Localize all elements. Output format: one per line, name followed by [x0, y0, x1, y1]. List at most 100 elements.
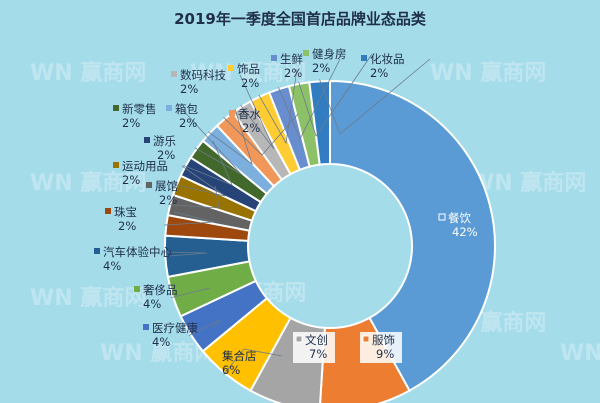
leader-line — [223, 348, 283, 375]
legend-swatch — [361, 55, 367, 61]
slice-label: 服饰9% — [360, 332, 402, 363]
slice-percent: 2% — [241, 76, 259, 90]
slice-name: 箱包 — [175, 102, 198, 116]
slice-percent: 9% — [376, 347, 394, 361]
chart-title: 2019年一季度全国首店品牌业态品类 — [174, 10, 427, 28]
watermark: WN 赢商网 — [30, 170, 146, 196]
slice-name: 奢侈品 — [143, 283, 178, 297]
slice-percent: 2% — [284, 66, 302, 80]
leader-line — [164, 211, 215, 226]
leader-line — [162, 251, 208, 257]
slice-percent: 2% — [180, 82, 198, 96]
watermark: WN 赢商网 — [30, 60, 146, 86]
label-layer: 餐饮42%服饰9%文创7%集合店6%医疗健康4%奢侈品4%汽车体验中心4%珠宝2… — [94, 47, 478, 377]
leader-line — [168, 185, 220, 209]
slice-percent: 4% — [152, 335, 170, 349]
slice-name: 香水 — [238, 107, 261, 121]
slice-percent: 2% — [312, 61, 330, 75]
slice-1 — [329, 79, 496, 392]
slice-label: 珠宝2% — [105, 205, 137, 233]
legend-swatch — [143, 324, 149, 330]
legend-swatch — [113, 105, 119, 111]
slice-label: 游乐2% — [144, 134, 176, 162]
slice-label: 香水2% — [229, 107, 261, 135]
leader-line — [174, 165, 226, 197]
leader-line — [298, 53, 373, 137]
legend-swatch — [105, 208, 111, 214]
legend-swatch — [144, 137, 150, 143]
slice-name: 新零售 — [122, 102, 157, 116]
legend-swatch — [362, 335, 370, 343]
slice-name: 数码科技 — [180, 68, 226, 82]
leader-line — [181, 108, 242, 175]
slice-name: 服饰 — [372, 333, 395, 347]
leader-line — [258, 68, 298, 145]
slice-percent: 2% — [242, 121, 260, 135]
slice-name: 文创 — [305, 333, 328, 347]
leader-line — [171, 287, 211, 298]
slice-percent: 2% — [157, 148, 175, 162]
slice-layer — [164, 79, 496, 403]
slice-name: 游乐 — [153, 134, 176, 148]
slice-name: 化妆品 — [370, 52, 405, 66]
slice-name: 珠宝 — [114, 205, 137, 219]
legend-swatch — [438, 213, 446, 221]
slice-name: 集合店 — [222, 349, 257, 363]
legend-swatch — [271, 55, 277, 61]
watermark: WN 赢商网 — [430, 60, 546, 86]
slice-name: 健身房 — [312, 47, 347, 61]
watermark: WN 赢商网 — [190, 60, 306, 86]
leader-line — [188, 319, 221, 336]
slice-percent: 2% — [370, 66, 388, 80]
slice-name: 汽车体验中心 — [103, 245, 172, 259]
slice-percent: 6% — [222, 363, 240, 377]
watermark: WN 赢商网 — [470, 170, 586, 196]
slice-percent: 4% — [103, 259, 121, 273]
slice-percent: 2% — [122, 116, 140, 130]
watermark: WN 赢商网 — [30, 285, 146, 311]
slice-label: 生鲜2% — [271, 52, 303, 80]
leader-line — [223, 113, 299, 156]
slice-percent: 7% — [309, 347, 327, 361]
slice-label: 箱包2% — [166, 102, 198, 130]
slice-label: 展馆2% — [146, 179, 178, 207]
legend-swatch — [213, 352, 219, 358]
leader-line — [183, 140, 233, 186]
legend-swatch — [229, 110, 235, 116]
slice-name: 生鲜 — [280, 52, 303, 66]
slice-name: 医疗健康 — [152, 321, 198, 335]
leader-line — [319, 58, 431, 135]
slice-percent: 2% — [179, 116, 197, 130]
legend-swatch — [134, 286, 140, 292]
legend-swatch — [166, 105, 172, 111]
legend-swatch — [295, 335, 303, 343]
watermark: WN 赢商网 — [560, 340, 600, 366]
slice-name: 展馆 — [155, 179, 178, 193]
legend-swatch — [303, 50, 309, 56]
slice-19 — [308, 79, 331, 166]
slice-percent: 42% — [452, 225, 478, 239]
slice-name: 饰品 — [237, 62, 260, 76]
legend-swatch — [171, 71, 177, 77]
leader-line — [239, 74, 275, 150]
leader-line — [208, 108, 253, 166]
leader-line — [278, 58, 341, 140]
legend-swatch — [228, 65, 234, 71]
legend-swatch — [113, 162, 119, 168]
leader-line-layer — [162, 53, 431, 375]
slice-percent: 2% — [122, 173, 140, 187]
slice-name: 餐饮 — [448, 211, 471, 225]
slice-percent: 2% — [159, 193, 177, 207]
slice-label: 文创7% — [293, 332, 335, 363]
